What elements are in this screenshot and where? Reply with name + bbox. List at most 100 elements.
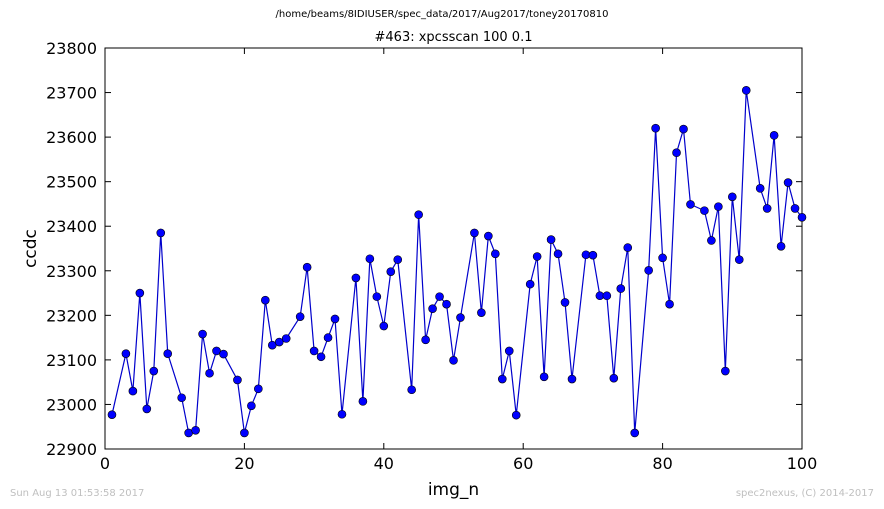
data-point [372,292,382,301]
data-point [511,410,521,420]
x-tick-label: 0 [100,454,110,473]
data-point [567,374,577,384]
data-point [686,200,695,209]
data-point [497,374,507,384]
series-line [111,90,803,434]
y-tick-label: 23500 [46,173,97,192]
data-point [428,304,437,313]
x-tick-label: 100 [787,454,818,473]
x-tick-label: 80 [652,454,672,473]
data-point [644,266,653,275]
data-point [741,86,751,95]
data-point [407,385,416,395]
data-point [337,409,347,419]
data-point [386,267,396,276]
y-tick-label: 22900 [46,440,97,459]
data-point [491,249,500,259]
data-point [797,213,807,222]
data-point [421,335,430,345]
data-point [435,292,444,301]
y-tick-label: 23000 [46,395,97,414]
x-tick-label: 20 [234,454,254,473]
data-point [504,346,514,356]
data-point [414,210,423,219]
data-point [442,299,451,309]
data-point [470,228,479,238]
data-point [769,131,779,140]
data-point [449,356,458,365]
file-path-title: /home/beams/8IDIUSER/spec_data/2017/Aug2… [275,9,609,20]
y-tick-label: 23600 [46,128,97,147]
data-point [233,375,242,385]
data-point [714,202,723,211]
data-point [658,253,667,263]
data-point [456,313,465,322]
data-point [135,288,145,298]
data-point [630,428,640,438]
data-point [267,340,277,350]
footer-timestamp: Sun Aug 13 01:53:58 2017 [10,488,145,499]
data-point [330,314,340,324]
y-tick-label: 23700 [46,84,97,103]
data-point [755,184,765,193]
x-axis-label: img_n [428,480,479,500]
data-point [532,252,542,261]
footer-credit: spec2nexus, (C) 2014-2017 [735,488,874,499]
data-point [295,312,305,321]
data-point [672,148,681,158]
data-point [553,249,563,259]
y-axis-label: ccdc [21,229,41,268]
data-point [776,241,786,251]
data-point [163,349,173,358]
data-point [679,124,688,134]
y-tick-label: 23400 [46,217,97,236]
data-point [323,333,333,342]
data-point [616,284,626,293]
data-point [623,243,633,252]
data-point [609,373,619,383]
data-point [727,192,737,202]
data-point [665,299,674,309]
data-point [546,235,556,244]
data-point [393,255,403,264]
data-point [358,397,368,406]
data-point [240,428,249,438]
y-tick-label: 23800 [46,39,97,58]
data-point [379,321,389,331]
y-tick-label: 23100 [46,351,97,370]
data-point [274,337,284,347]
data-point [281,334,291,343]
data-point [205,368,214,378]
data-point [651,123,660,133]
data-point [191,425,200,435]
data-point [525,279,535,289]
data-point [539,372,549,382]
data-point [762,204,772,213]
data-point [477,308,486,317]
data-point [734,255,744,264]
data-point [316,352,326,362]
y-tick-label: 23200 [46,306,97,325]
data-point [560,298,570,307]
data-point [700,206,709,215]
data-point [602,291,612,301]
data-point [219,349,228,359]
data-point [721,366,730,376]
data-point [212,346,221,356]
data-point [128,386,138,396]
data-point [247,401,256,411]
y-tick-label: 23300 [46,262,97,281]
plot-title: #463: xpcsscan 100 0.1 [374,30,533,45]
data-point [588,250,598,260]
x-tick-label: 60 [513,454,533,473]
data-point [261,295,270,305]
data-point [783,178,793,187]
data-point [484,231,493,241]
data-point [121,349,131,358]
data-point [254,384,263,394]
x-tick-label: 40 [374,454,394,473]
data-point [790,204,800,213]
data-point [309,346,319,356]
